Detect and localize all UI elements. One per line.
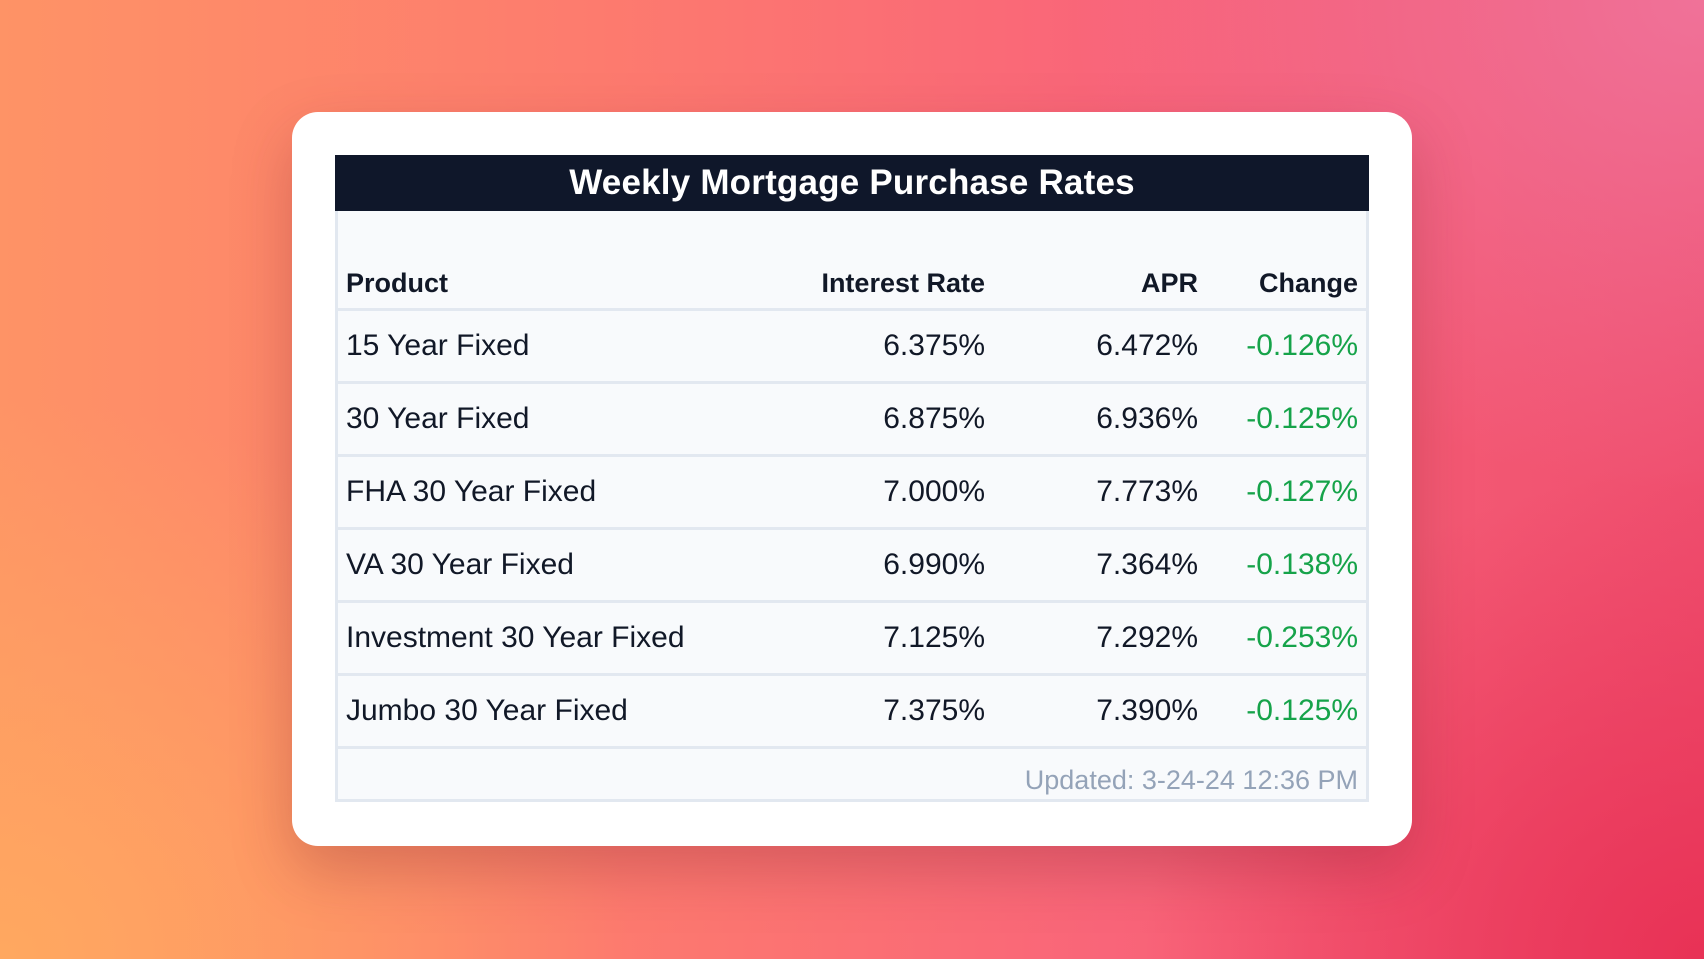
apr-cell: 7.773% [993, 455, 1206, 530]
table-row: Jumbo 30 Year Fixed 7.375% 7.390% -0.125… [338, 674, 1366, 749]
rates-widget: Weekly Mortgage Purchase Rates Product I… [335, 155, 1369, 802]
column-header-product: Product [338, 211, 784, 311]
updated-timestamp: Updated: 3-24-24 12:36 PM [1024, 764, 1358, 795]
change-cell: -0.125% [1206, 674, 1366, 749]
apr-cell: 6.936% [993, 382, 1206, 457]
table-header-row: Product Interest Rate APR Change [338, 211, 1366, 311]
table-row: VA 30 Year Fixed 6.990% 7.364% -0.138% [338, 528, 1366, 603]
apr-cell: 6.472% [993, 309, 1206, 384]
interest-rate-cell: 6.375% [784, 309, 993, 384]
apr-cell: 7.390% [993, 674, 1206, 749]
rates-table: Product Interest Rate APR Change 15 Year… [338, 211, 1366, 811]
column-header-apr: APR [993, 211, 1206, 311]
table-row: 30 Year Fixed 6.875% 6.936% -0.125% [338, 382, 1366, 457]
product-cell: Jumbo 30 Year Fixed [338, 674, 784, 749]
table-row: 15 Year Fixed 6.375% 6.472% -0.126% [338, 309, 1366, 384]
column-header-change: Change [1206, 211, 1366, 311]
product-cell: 30 Year Fixed [338, 382, 784, 457]
column-header-interest-rate: Interest Rate [784, 211, 993, 311]
table-row: Investment 30 Year Fixed 7.125% 7.292% -… [338, 601, 1366, 676]
product-cell: VA 30 Year Fixed [338, 528, 784, 603]
rates-table-container: Product Interest Rate APR Change 15 Year… [335, 211, 1369, 802]
updated-row: Updated: 3-24-24 12:36 PM [338, 748, 1366, 812]
interest-rate-cell: 7.000% [784, 455, 993, 530]
interest-rate-cell: 6.875% [784, 382, 993, 457]
widget-title: Weekly Mortgage Purchase Rates [335, 155, 1369, 211]
change-cell: -0.127% [1206, 455, 1366, 530]
interest-rate-cell: 6.990% [784, 528, 993, 603]
change-cell: -0.126% [1206, 309, 1366, 384]
interest-rate-cell: 7.375% [784, 674, 993, 749]
table-row: FHA 30 Year Fixed 7.000% 7.773% -0.127% [338, 455, 1366, 530]
change-cell: -0.125% [1206, 382, 1366, 457]
product-cell: 15 Year Fixed [338, 309, 784, 384]
apr-cell: 7.364% [993, 528, 1206, 603]
rates-card: Weekly Mortgage Purchase Rates Product I… [292, 112, 1412, 846]
product-cell: Investment 30 Year Fixed [338, 601, 784, 676]
change-cell: -0.138% [1206, 528, 1366, 603]
apr-cell: 7.292% [993, 601, 1206, 676]
product-cell: FHA 30 Year Fixed [338, 455, 784, 530]
change-cell: -0.253% [1206, 601, 1366, 676]
interest-rate-cell: 7.125% [784, 601, 993, 676]
